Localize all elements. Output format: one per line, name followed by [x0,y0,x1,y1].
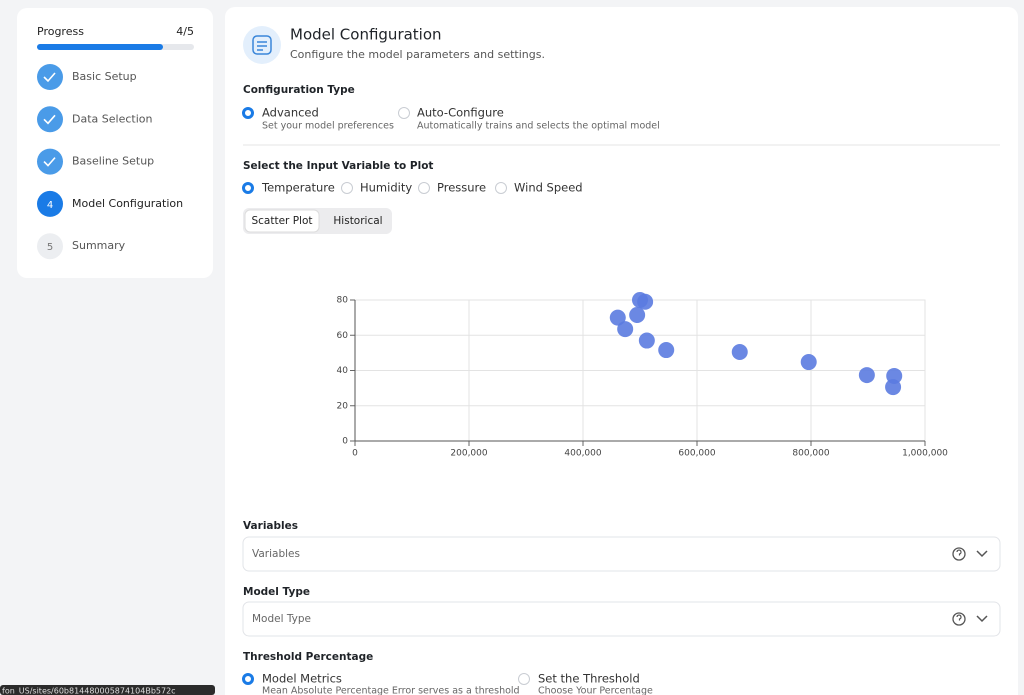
option-label: Advanced [262,106,319,120]
step-label: Summary [72,239,126,252]
header-icon [252,35,272,55]
y-tick-label: 80 [337,296,349,306]
status-url: fon_US/sites/60b814480005874104Bb572c [2,687,176,695]
step-number: 4 [47,200,53,211]
tab-label: Historical [333,215,382,227]
y-tick-label: 20 [337,401,349,411]
tab-active[interactable] [244,209,320,233]
variable-radio[interactable] [495,182,507,194]
x-tick-label: 600,000 [678,449,715,459]
section-title: Select the Input Variable to Plot [243,160,433,172]
dropdown[interactable] [242,601,1001,637]
section-title: Variables [243,520,298,532]
scatter-point [617,321,634,338]
sidebar-card [17,8,213,278]
threshold-radio[interactable] [518,673,530,685]
header-icon-lines [257,41,267,51]
variable-radio[interactable] [341,182,353,194]
step-marker [37,64,63,90]
x-tick-label: 400,000 [564,449,601,459]
scatter-point [858,367,875,384]
x-tick-label: 0 [352,449,358,459]
step-label: Data Selection [72,112,152,125]
scatter-point [629,306,646,323]
help-icon [952,547,966,561]
section-title: Threshold Percentage [243,651,373,663]
option-label: Model Metrics [262,672,342,686]
tab-label: Scatter Plot [251,215,312,227]
y-tick-label: 0 [342,437,348,447]
step-label: Baseline Setup [72,155,154,168]
progress-label: Progress [37,25,84,38]
progress-fill [37,44,163,50]
config-radio[interactable] [398,107,410,119]
option-label: Set the Threshold [538,672,640,686]
section-title: Configuration Type [243,84,355,96]
option-description: Set your model preferences [262,121,394,132]
option-description: Mean Absolute Percentage Error serves as… [262,686,520,695]
step-check [43,114,56,125]
threshold-radio[interactable] [242,673,254,685]
config-radio[interactable] [242,107,254,119]
step-marker [37,233,63,260]
main-card [225,7,1018,695]
help-mark [956,614,962,621]
y-tick-label: 40 [337,366,349,376]
option-label: Wind Speed [514,181,583,195]
option-label: Humidity [360,181,412,195]
scatter-point [637,293,654,310]
scatter-point [609,309,626,326]
help-mark [956,549,962,556]
progress-count: 4/5 [176,25,194,38]
chevron [976,615,988,623]
step-marker [37,106,63,133]
scatter-point [885,379,902,396]
page-subtitle: Configure the model parameters and setti… [290,48,545,61]
dropdown[interactable] [242,536,1001,572]
option-label: Temperature [261,181,335,195]
scatter-point [638,332,655,349]
status-bar [0,685,215,695]
dropdown-placeholder: Variables [252,548,300,560]
step-marker [37,148,63,175]
variable-radio[interactable] [242,182,254,194]
chevron [976,550,988,558]
help-icon [952,612,966,626]
option-description: Automatically trains and selects the opt… [417,121,660,132]
scatter-point [800,354,817,371]
section-title: Model Type [243,586,310,598]
step-check [43,157,56,167]
y-tick-label: 60 [337,331,349,341]
x-tick-label: 1,000,000 [902,449,948,459]
page-title: Model Configuration [290,26,442,44]
x-tick-label: 200,000 [450,449,487,459]
step-check [43,72,56,83]
option-description: Choose Your Percentage [538,686,653,695]
header-icon-bg [243,26,281,64]
step-number: 5 [47,242,53,253]
dropdown-placeholder: Model Type [252,613,311,625]
option-label: Pressure [437,181,486,195]
step-label: Model Configuration [72,197,183,210]
scatter-point [658,342,675,359]
step-marker [37,190,63,217]
variable-radio[interactable] [418,182,430,194]
scatter-point [731,343,748,360]
x-tick-label: 800,000 [792,449,829,459]
option-label: Auto-Configure [417,106,504,120]
step-label: Basic Setup [72,70,137,83]
